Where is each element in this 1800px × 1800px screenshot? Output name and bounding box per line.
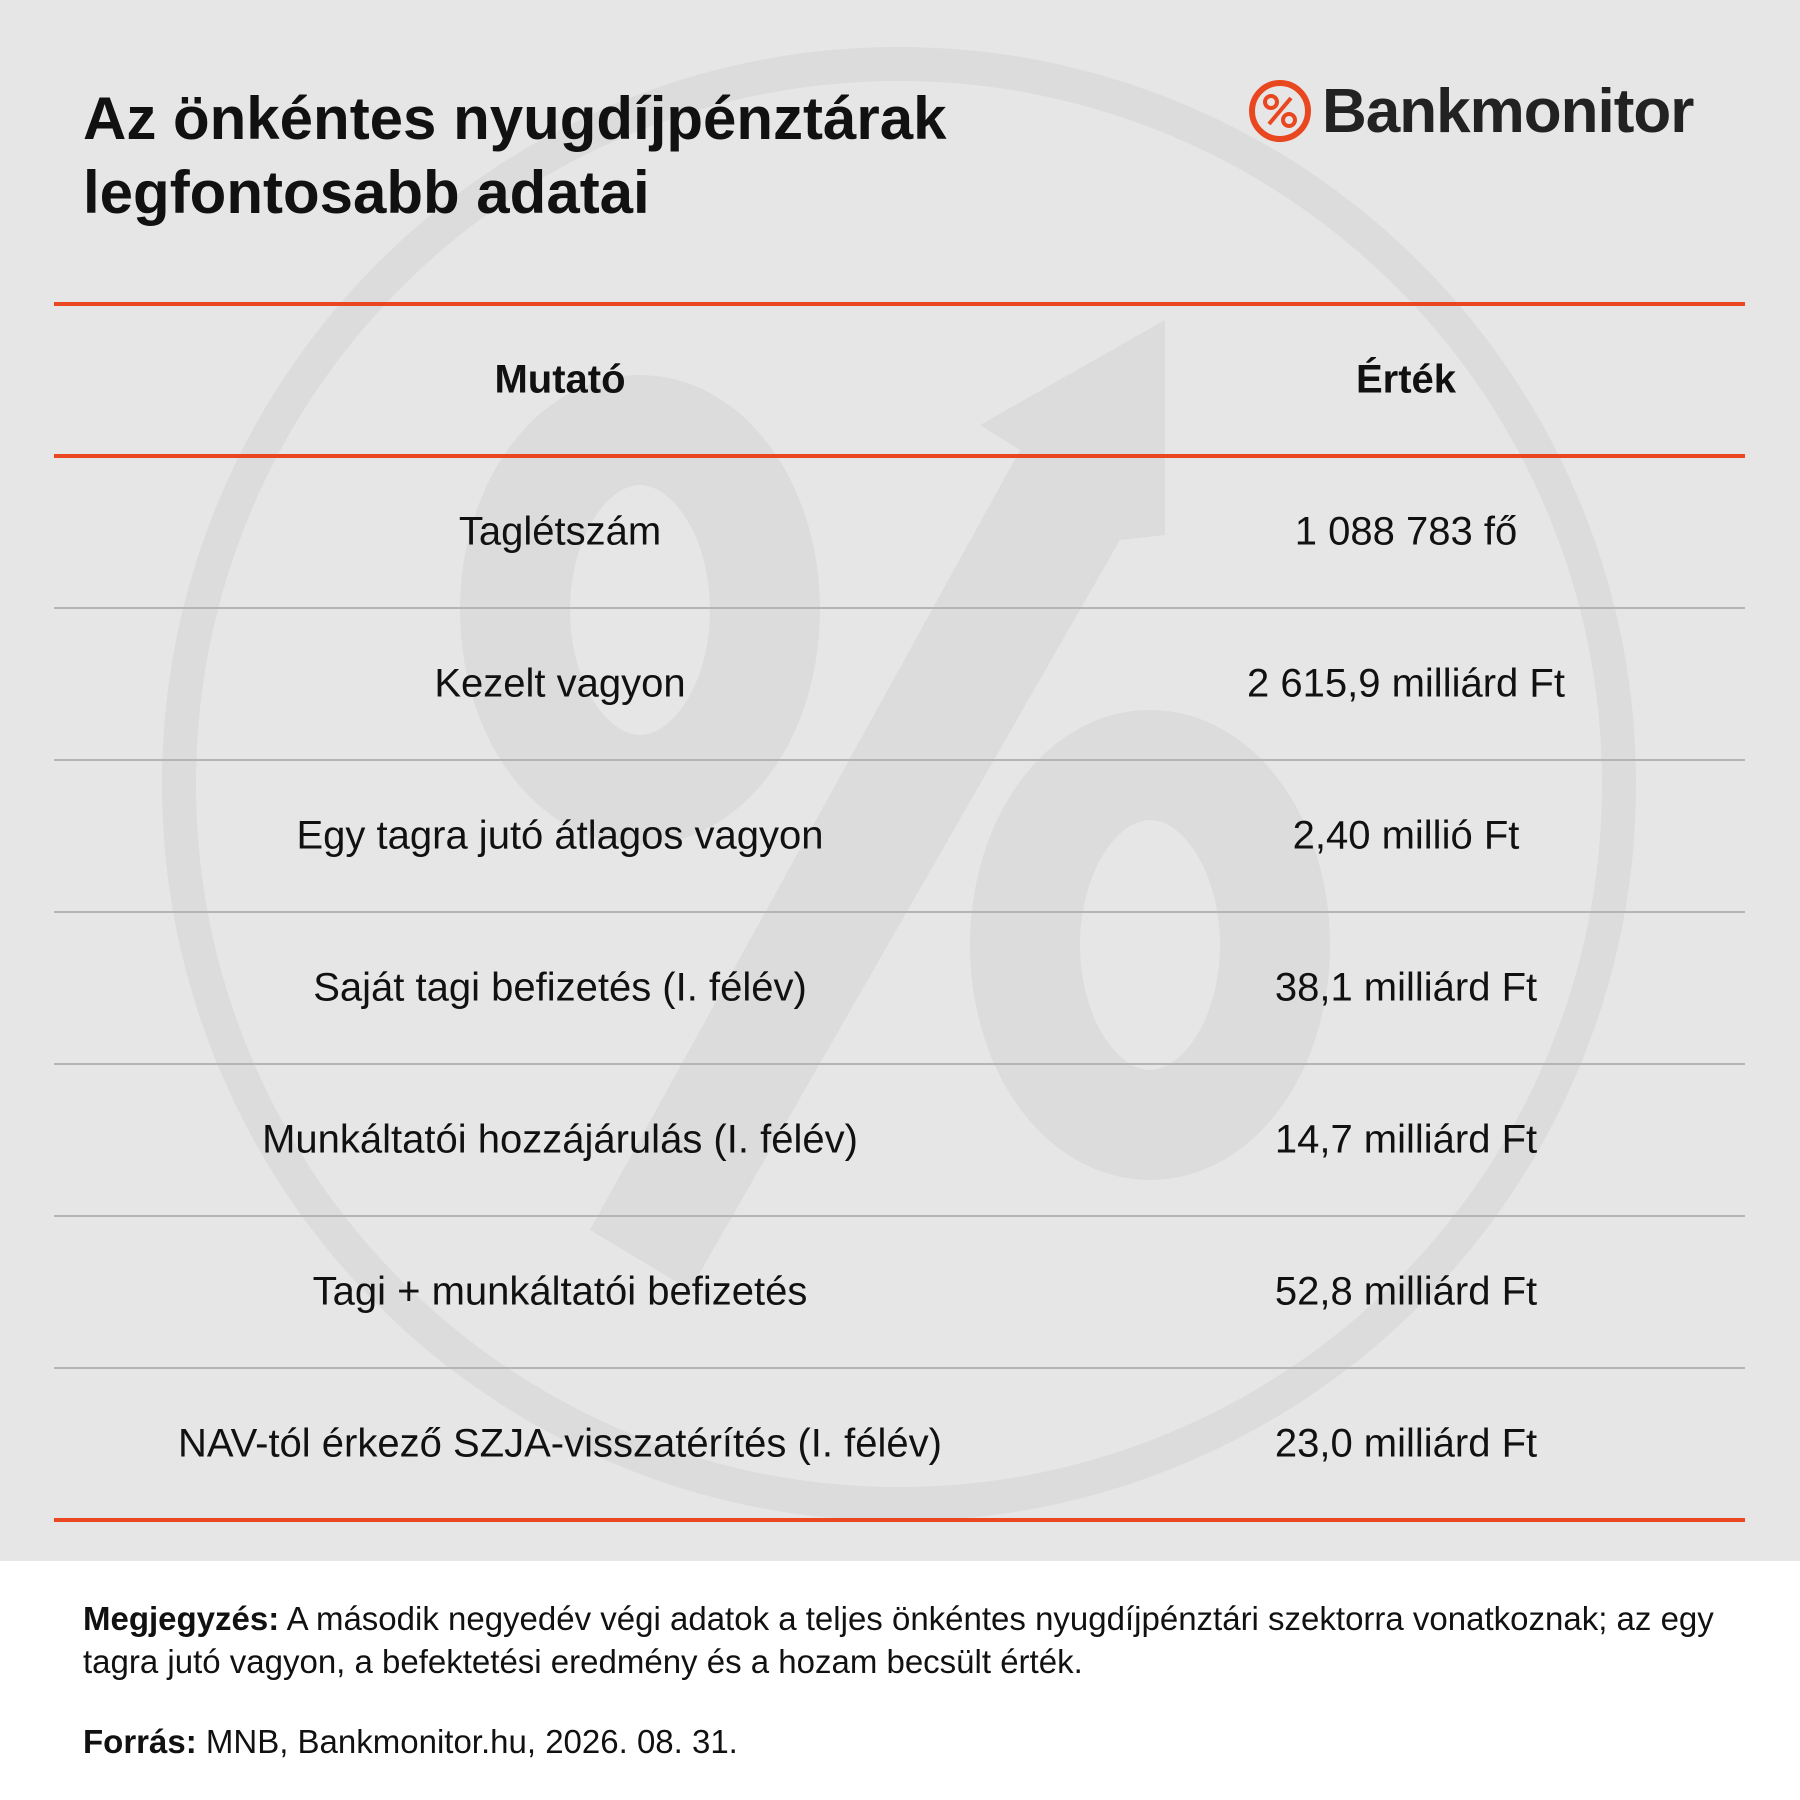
title: legfontosabb adatai	[83, 159, 650, 226]
note: Megjegyzés: A második negyedév végi adat…	[83, 1597, 1733, 1683]
value-cell: 14,7 milliárd Ft	[1274, 1117, 1538, 1162]
watermark	[0, 0, 1800, 1561]
value-cell: 1 088 783 fő	[1294, 509, 1518, 554]
note-text: A második negyedév végi adatok a teljes …	[83, 1600, 1714, 1680]
source: Forrás: MNB, Bankmonitor.hu, 2026. 08. 3…	[83, 1720, 1733, 1763]
row-divider	[54, 1063, 1745, 1065]
logo-text: Bankmonitor	[1322, 77, 1694, 146]
label-cell: Taglétszám	[458, 509, 662, 554]
source-label: Forrás:	[83, 1723, 197, 1760]
label-cell: Saját tagi befizetés (I. félév)	[313, 965, 807, 1010]
column-header: Érték	[1355, 357, 1457, 402]
row-divider	[54, 607, 1745, 609]
title: Az önkéntes nyugdíjpénztárak	[83, 85, 947, 152]
label-cell: Kezelt vagyon	[434, 661, 686, 706]
value-cell: 2,40 millió Ft	[1292, 813, 1520, 858]
logo-icon	[1249, 80, 1311, 142]
note-label: Megjegyzés:	[83, 1600, 280, 1637]
table-rule	[54, 302, 1745, 306]
label-cell: Munkáltatói hozzájárulás (I. félév)	[262, 1117, 858, 1162]
table-rule	[54, 454, 1745, 458]
label-cell: Tagi + munkáltatói befizetés	[312, 1269, 808, 1314]
panel: Az önkéntes nyugdíjpénztárak legfontosab…	[0, 0, 1800, 1561]
value-cell: 52,8 milliárd Ft	[1274, 1269, 1538, 1314]
source-text: MNB, Bankmonitor.hu, 2026. 08. 31.	[205, 1723, 738, 1760]
table-rule	[54, 1518, 1745, 1522]
value-cell: 38,1 milliárd Ft	[1274, 965, 1538, 1010]
value-cell: 23,0 milliárd Ft	[1274, 1421, 1538, 1466]
label-cell: Egy tagra jutó átlagos vagyon	[296, 813, 824, 858]
value-cell: 2 615,9 milliárd Ft	[1247, 661, 1565, 706]
row-divider	[54, 911, 1745, 913]
label-cell: NAV-tól érkező SZJA-visszatérítés (I. fé…	[178, 1421, 942, 1466]
row-divider	[54, 759, 1745, 761]
row-divider	[54, 1367, 1745, 1369]
column-header: Mutató	[494, 357, 626, 402]
row-divider	[54, 1215, 1745, 1217]
